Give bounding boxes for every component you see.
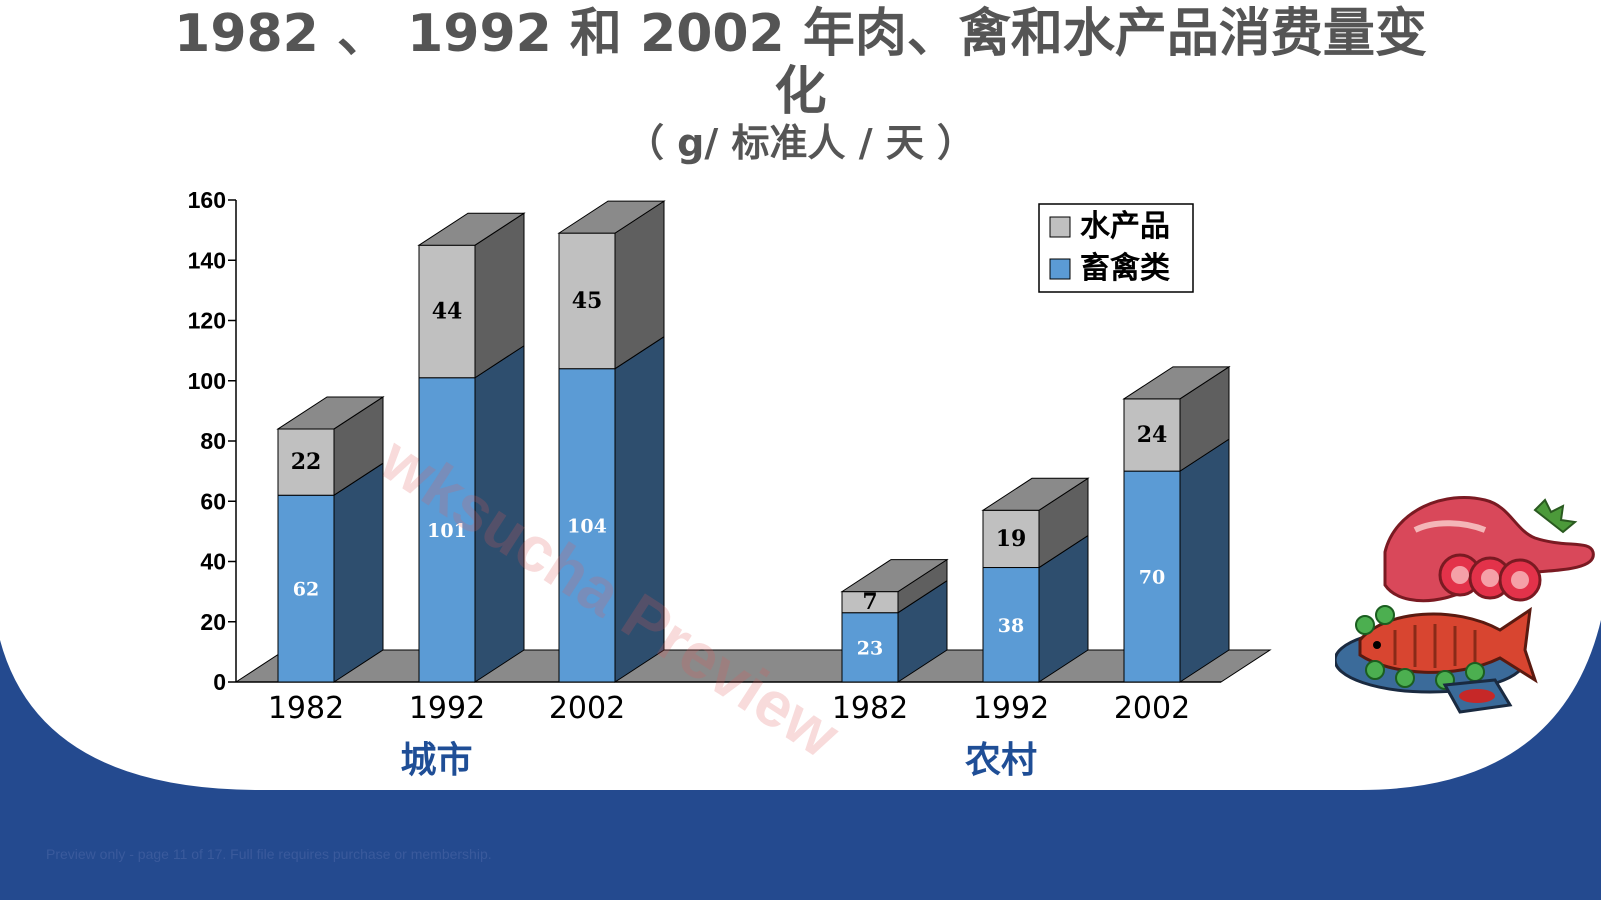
title-line-2: 化: [774, 62, 827, 122]
stacked-bar: 70 24: [1122, 365, 1231, 683]
footer-note: Preview only - page 11 of 17. Full file …: [46, 846, 492, 862]
bar-top-face: [1122, 366, 1231, 400]
data-label: 104: [567, 515, 607, 537]
x-tick-label: 1992: [409, 691, 485, 726]
bar-segment-front: [1123, 398, 1181, 472]
chart-floor-plane: [234, 649, 1272, 683]
data-label: 7: [862, 589, 877, 615]
data-label: 101: [427, 520, 467, 542]
bar-top-face: [840, 559, 949, 593]
bar-segment-side: [333, 462, 384, 683]
data-label: 24: [1137, 422, 1168, 448]
bar-top-face: [981, 477, 1090, 511]
x-tick-label: 1992: [973, 691, 1049, 726]
bar-top-face: [557, 200, 666, 234]
group-label: 城市: [400, 740, 472, 781]
bar-segment-side: [474, 344, 525, 683]
y-tick-label: 40: [200, 549, 226, 575]
title-line-1: 1982 、 1992 和 2002 年肉、禽和水产品消费量变: [174, 4, 1427, 64]
y-tick-label: 100: [188, 368, 226, 394]
y-axis: 0 20 40 60 80 100 120 140 160: [188, 187, 1221, 695]
group-label: 农村: [965, 740, 1037, 781]
bar-segment-side: [1179, 438, 1230, 683]
x-tick-label: 2002: [1114, 691, 1190, 726]
y-tick-label: 140: [188, 247, 226, 273]
y-tick-label: 20: [200, 609, 226, 635]
data-label: 70: [1139, 567, 1165, 589]
bar-segment-front: [982, 567, 1040, 683]
meat-fish-illustration-icon: [1335, 495, 1595, 714]
legend-swatch: [1049, 216, 1071, 238]
data-label: 19: [996, 526, 1027, 552]
stacked-bar: 62 22: [276, 396, 385, 683]
x-axis-labels: 1982 1992 2002 1982 1992 2002 城市 农村: [268, 691, 1190, 781]
x-tick-label: 1982: [832, 691, 908, 726]
y-tick-label: 0: [213, 669, 226, 695]
stacked-bar: 23 7: [840, 558, 949, 683]
data-label: 23: [857, 637, 883, 659]
data-label: 22: [291, 449, 322, 475]
bar-top-face: [276, 396, 385, 430]
x-tick-label: 2002: [549, 691, 625, 726]
bar-segment-front: [558, 232, 616, 370]
data-label: 45: [572, 288, 603, 314]
bar-segment-front: [558, 368, 616, 683]
stacked-bar: 101 44: [417, 212, 526, 683]
legend-label: 畜禽类: [1080, 251, 1170, 286]
y-tick-label: 80: [200, 428, 226, 454]
data-label: 62: [293, 579, 319, 601]
stacked-bar: 38 19: [981, 477, 1090, 683]
y-tick-label: 160: [188, 187, 226, 213]
stacked-bar: 104 45: [557, 200, 666, 683]
x-tick-label: 1982: [268, 691, 344, 726]
bar-top-face: [417, 212, 526, 246]
bars: 62 22 101 44 104 45 23 7 38 19 70 24: [276, 200, 1231, 683]
y-tick-label: 60: [200, 488, 226, 514]
y-tick-label: 120: [188, 308, 226, 334]
data-label: 44: [432, 298, 463, 324]
bar-segment-front: [841, 612, 899, 683]
subtitle: （ g/ 标准人 / 天 ）: [625, 121, 976, 165]
chart-floor: [234, 649, 1272, 683]
bar-segment-front: [277, 494, 335, 683]
legend-swatch: [1049, 258, 1071, 280]
bar-segment-front: [277, 428, 335, 496]
bar-segment-side: [614, 335, 665, 683]
bar-segment-front: [1123, 470, 1181, 683]
legend-label: 水产品: [1080, 209, 1170, 244]
data-label: 38: [998, 615, 1024, 637]
